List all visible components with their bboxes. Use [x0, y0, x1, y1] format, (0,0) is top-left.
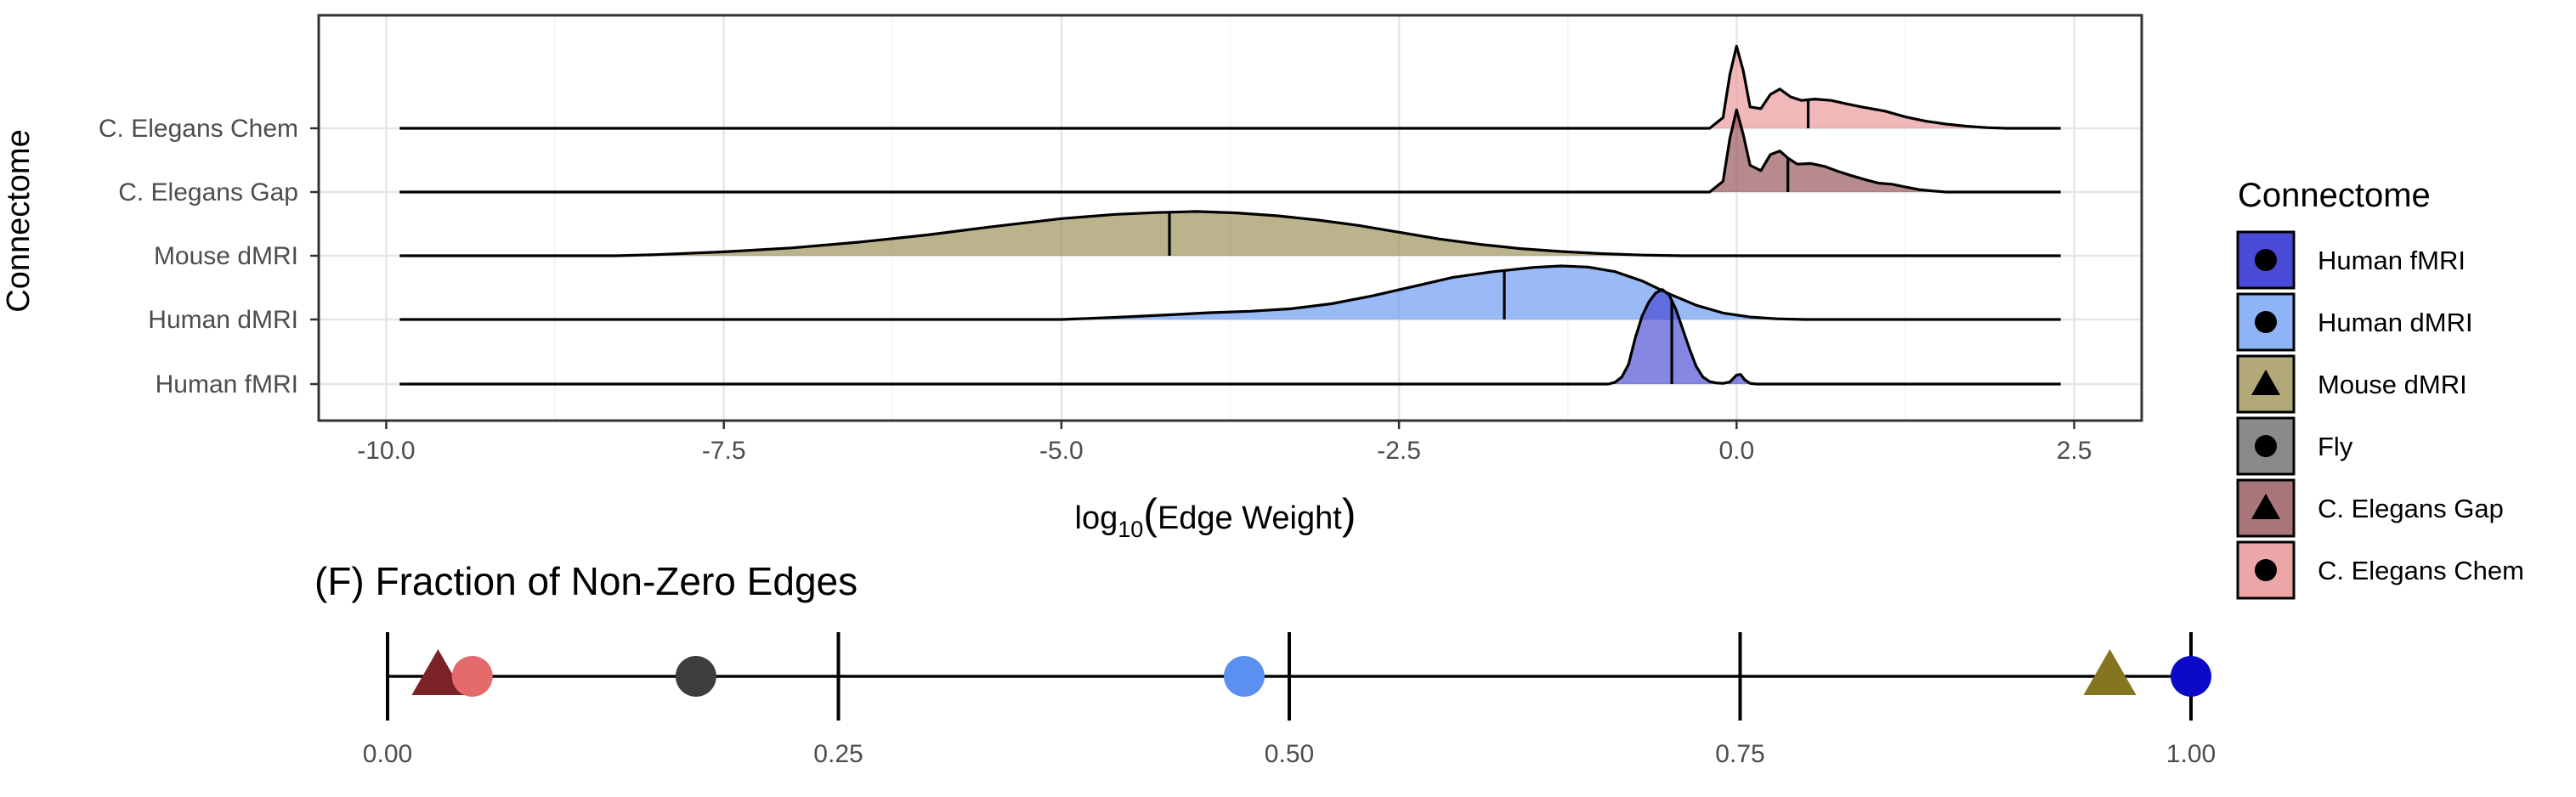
legend-circle-marker	[2255, 311, 2277, 333]
x-axis: -10.0 -7.5 -5.0 -2.5 0.0 2.5	[357, 421, 2092, 465]
ridge-human-fmri	[399, 288, 2061, 386]
x-tick-label: 0.0	[1718, 437, 1754, 465]
ridge-area	[1608, 289, 1758, 384]
y-axis: Human fMRI Human dMRI Mouse dMRI C. Elegans…	[99, 115, 319, 398]
plot-panel-border	[317, 14, 2143, 422]
y-tick-label: C. Elegans Gap	[118, 178, 298, 206]
fraction-points	[411, 649, 2211, 697]
fraction-tick-label: 0.00	[363, 740, 412, 768]
legend-item: Human fMRI	[2236, 230, 2466, 290]
legend-label: Human dMRI	[2318, 308, 2473, 337]
y-tick-label: Human dMRI	[148, 306, 298, 334]
legend-circle-marker	[2255, 249, 2277, 271]
point-human-dmri	[1223, 656, 1265, 697]
fraction-chart: (F) Fraction of Non-Zero Edges 0.00 0.25 0…	[314, 559, 2216, 768]
x-tick-label: -7.5	[702, 437, 746, 465]
point-c-elegans-chem	[451, 656, 493, 697]
y-tick-label: Mouse dMRI	[154, 242, 298, 270]
legend-label: Fly	[2318, 432, 2353, 461]
legend-title: Connectome	[2238, 177, 2431, 214]
ridge-c-elegans-chem	[399, 44, 2061, 130]
legend-item: Mouse dMRI	[2236, 354, 2467, 414]
ridge-area	[1061, 266, 1804, 319]
x-axis-title-paren-close: )	[1342, 490, 1356, 538]
y-tick-label: Human fMRI	[156, 370, 298, 398]
ridge-mouse-dmri	[399, 210, 2061, 257]
point-human-fmri	[2171, 656, 2211, 697]
x-tick-label: -5.0	[1039, 437, 1084, 465]
legend-label: Human fMRI	[2318, 246, 2466, 275]
legend-label: Mouse dMRI	[2318, 370, 2467, 399]
ridge-c-elegans-gap	[399, 108, 2061, 194]
x-tick-label: 2.5	[2057, 437, 2092, 465]
legend-item: Fly	[2236, 416, 2353, 476]
fraction-tick-label: 0.75	[1715, 740, 1764, 768]
legend-key	[2236, 354, 2296, 414]
legend: Connectome Human fMRI Human dMRI Mouse dMR…	[2236, 177, 2524, 600]
fraction-tick-label: 0.25	[813, 740, 863, 768]
legend-triangle-marker	[2251, 370, 2280, 395]
legend-label: C. Elegans Chem	[2318, 556, 2524, 585]
ridge-outline	[399, 288, 2061, 386]
fraction-tick-label: 0.50	[1265, 740, 1314, 768]
panel-title: (F) Fraction of Non-Zero Edges	[314, 559, 858, 603]
legend-item: C. Elegans Chem	[2236, 540, 2524, 600]
x-axis-title-inner: Edge Weight	[1158, 500, 1342, 536]
x-tick-label: -2.5	[1377, 437, 1421, 465]
ridge-area	[1709, 110, 1946, 192]
point-fly	[675, 656, 716, 697]
legend-circle-marker	[2255, 559, 2277, 581]
legend-triangle-marker	[2251, 494, 2280, 519]
legend-items: Human fMRI Human dMRI Mouse dMRI Fly C. Eleg…	[2236, 230, 2524, 600]
y-axis-title: Connectome	[1, 129, 37, 312]
legend-item: Human dMRI	[2236, 292, 2473, 352]
ridgeline-chart: Human fMRI Human dMRI Mouse dMRI C. Elegans…	[1, 14, 2143, 542]
y-tick-label: C. Elegans Chem	[99, 115, 298, 143]
ridge-outline	[399, 44, 2061, 130]
ridge-area	[615, 211, 1683, 256]
x-axis-title-subscript: 10	[1118, 517, 1143, 542]
legend-label: C. Elegans Gap	[2318, 494, 2504, 523]
x-tick-label: -10.0	[357, 437, 415, 465]
ridge-outline	[399, 264, 2061, 321]
point-c-elegans-gap	[411, 649, 465, 695]
x-axis-title: log10(Edge Weight)	[1075, 490, 1356, 542]
ridge-outline	[399, 210, 2061, 257]
fraction-axis: 0.00 0.25 0.50 0.75 1.00	[363, 632, 2216, 768]
ridge-area	[1709, 46, 2007, 128]
ridge-human-dmri	[399, 264, 2061, 321]
x-axis-title-log: log	[1075, 500, 1118, 536]
density-ridges	[399, 44, 2061, 386]
point-mouse-dmri	[2083, 649, 2137, 695]
legend-circle-marker	[2255, 435, 2277, 457]
legend-item: C. Elegans Gap	[2236, 478, 2504, 538]
x-axis-title-paren-open: (	[1143, 490, 1158, 538]
fraction-tick-label: 1.00	[2166, 740, 2216, 768]
ridge-outline	[399, 108, 2061, 194]
